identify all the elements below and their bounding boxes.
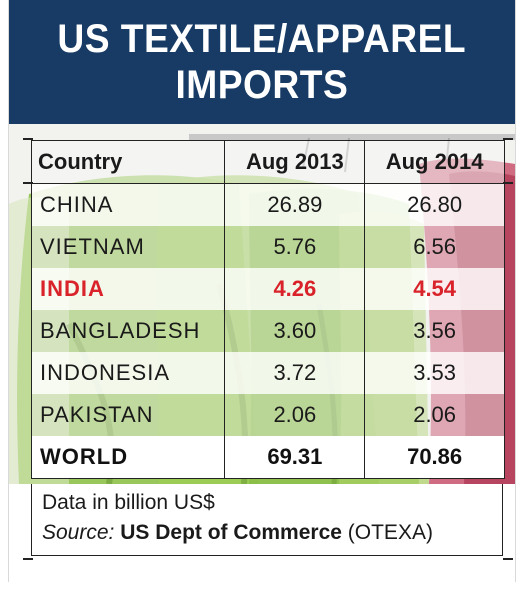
- country-cell: INDONESIA: [30, 352, 226, 394]
- country-cell: VIETNAM: [30, 226, 226, 268]
- crop-mark: [23, 182, 33, 184]
- value-cell-aug-2014: 4.54: [364, 268, 505, 310]
- infographic-frame: US TEXTILE/APPAREL IMPORTS: [8, 0, 516, 582]
- source-footer: Data in billion US$ Source: US Dept of C…: [31, 484, 503, 556]
- value-cell-aug-2013: 3.60: [224, 310, 366, 352]
- source-detail: (OTEXA): [347, 521, 433, 544]
- table-row-total: WORLD 69.31 70.86: [30, 436, 505, 479]
- source-organization: US Dept of Commerce: [120, 521, 342, 544]
- title-banner: US TEXTILE/APPAREL IMPORTS: [9, 0, 515, 124]
- crop-mark: [23, 138, 33, 140]
- column-header-aug-2013: Aug 2013: [224, 140, 366, 184]
- country-cell: WORLD: [30, 436, 226, 479]
- value-cell-aug-2013: 5.76: [224, 226, 366, 268]
- value-cell-aug-2014: 6.56: [364, 226, 505, 268]
- country-cell: INDIA: [30, 268, 226, 310]
- column-header-country: Country: [30, 140, 226, 184]
- table-row: PAKISTAN 2.06 2.06: [30, 394, 505, 436]
- crop-mark: [503, 558, 513, 560]
- title-line-1: US TEXTILE/APPAREL: [57, 17, 467, 61]
- value-cell-aug-2013: 3.72: [224, 352, 366, 394]
- value-cell-aug-2014: 2.06: [364, 394, 505, 436]
- imports-table: Country Aug 2013 Aug 2014 CHINA 26.89 26…: [30, 140, 505, 479]
- country-cell: CHINA: [30, 183, 226, 226]
- country-cell: BANGLADESH: [30, 310, 226, 352]
- value-cell-aug-2014: 26.80: [364, 183, 505, 226]
- unit-note: Data in billion US$: [42, 491, 215, 514]
- value-cell-aug-2013: 26.89: [224, 183, 366, 226]
- source-label: Source:: [42, 521, 115, 544]
- value-cell-aug-2013: 69.31: [224, 436, 366, 479]
- crop-mark: [503, 182, 513, 184]
- crop-mark: [23, 558, 33, 560]
- column-header-aug-2014: Aug 2014: [364, 140, 505, 184]
- value-cell-aug-2013: 2.06: [224, 394, 366, 436]
- table-row: CHINA 26.89 26.80: [30, 183, 505, 226]
- table-row: INDONESIA 3.72 3.53: [30, 352, 505, 394]
- table-header-row: Country Aug 2013 Aug 2014: [30, 140, 505, 184]
- table-row-highlighted: INDIA 4.26 4.54: [30, 268, 505, 310]
- crop-mark: [503, 138, 513, 140]
- source-line: Source: US Dept of Commerce (OTEXA): [42, 518, 502, 548]
- imports-table-wrap: Country Aug 2013 Aug 2014 CHINA 26.89 26…: [30, 140, 505, 479]
- value-cell-aug-2014: 70.86: [364, 436, 505, 479]
- table-row: BANGLADESH 3.60 3.56: [30, 310, 505, 352]
- value-cell-aug-2014: 3.56: [364, 310, 505, 352]
- table-row: VIETNAM 5.76 6.56: [30, 226, 505, 268]
- value-cell-aug-2014: 3.53: [364, 352, 505, 394]
- country-cell: PAKISTAN: [30, 394, 226, 436]
- value-cell-aug-2013: 4.26: [224, 268, 366, 310]
- title-line-2: IMPORTS: [175, 63, 349, 107]
